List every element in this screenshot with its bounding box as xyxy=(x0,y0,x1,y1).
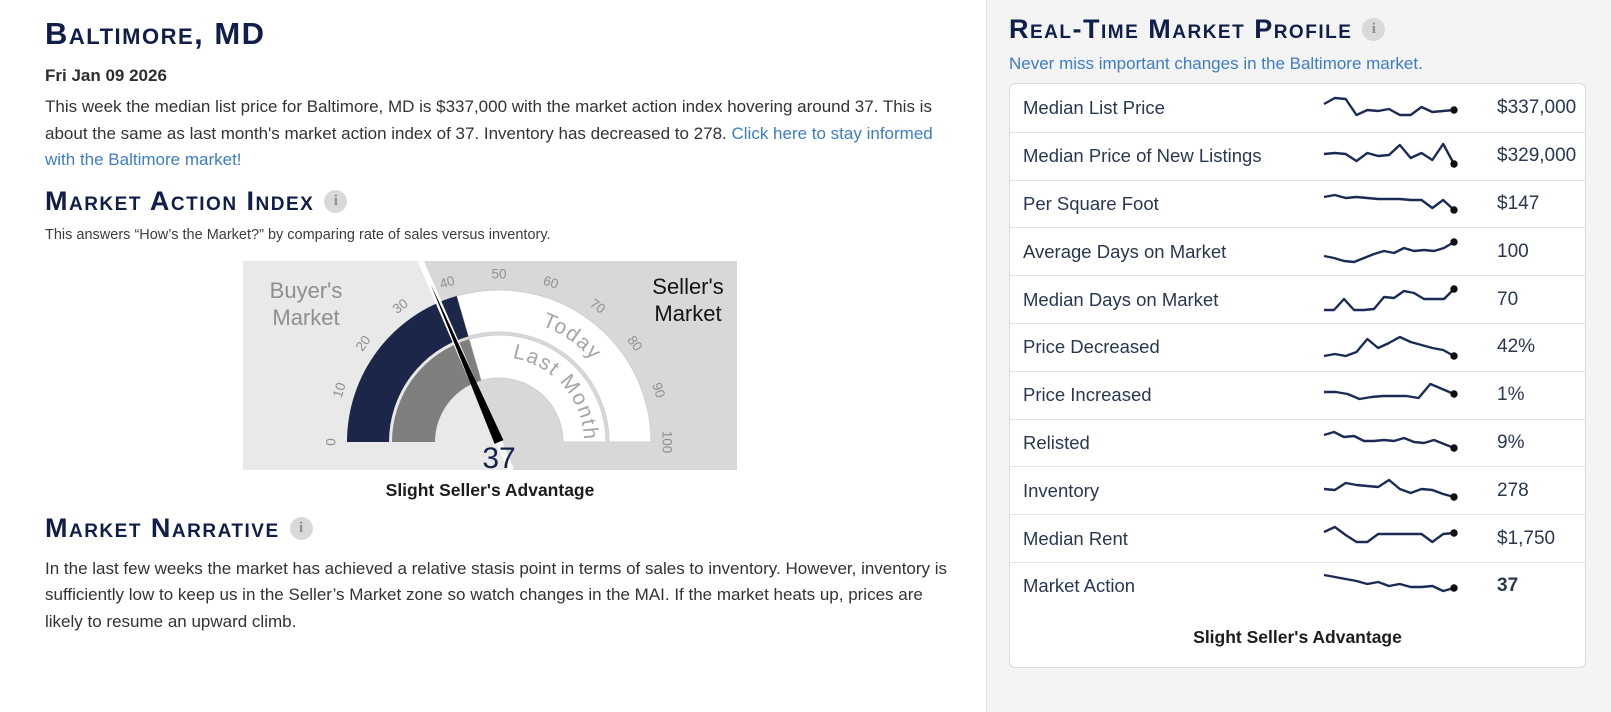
svg-text:60: 60 xyxy=(541,272,560,291)
market-profile-row: Price Increased 1% xyxy=(1010,370,1585,419)
metric-value: 37 xyxy=(1497,575,1519,597)
metric-sparkline xyxy=(1324,284,1458,311)
info-icon[interactable]: i xyxy=(1362,18,1386,41)
metric-sparkline xyxy=(1324,382,1458,401)
buyers-market-label: Buyer's Market xyxy=(269,277,343,330)
market-profile-card: Median List Price $337,000 Median Price of… xyxy=(1009,83,1586,668)
market-profile-row: Median Days on Market 70 xyxy=(1010,275,1585,323)
metric-label: Price Increased xyxy=(1023,384,1152,406)
market-summary-text: This week the median list price for Balt… xyxy=(45,97,932,143)
svg-text:90: 90 xyxy=(649,380,668,399)
metric-label: Inventory xyxy=(1023,479,1100,501)
metric-label: Median Days on Market xyxy=(1023,288,1219,310)
market-profile-row: Relisted 9% xyxy=(1010,418,1585,467)
metric-sparkline xyxy=(1323,336,1458,361)
market-profile-row: Median Rent $1,750 xyxy=(1010,514,1585,562)
metric-label: Per Square Foot xyxy=(1023,192,1159,214)
svg-text:100: 100 xyxy=(659,430,674,453)
metric-label: Median Price of New Listings xyxy=(1023,145,1262,167)
market-profile-sidebar: Real-Time Market Profile i Never miss imp… xyxy=(986,0,1611,712)
metric-value: $329,000 xyxy=(1497,145,1577,167)
metric-sparkline xyxy=(1323,193,1458,214)
narrative-heading-row: Market Narrative i xyxy=(45,513,963,544)
gauge-caption: Slight Seller's Advantage xyxy=(385,479,595,500)
svg-text:20: 20 xyxy=(353,332,374,353)
metric-label: Market Action xyxy=(1023,575,1136,597)
metric-sparkline xyxy=(1323,142,1458,168)
svg-text:50: 50 xyxy=(491,266,506,281)
mai-heading-row: Market Action Index i xyxy=(45,186,963,217)
market-summary: This week the median list price for Balt… xyxy=(45,94,950,174)
svg-text:0: 0 xyxy=(324,438,339,446)
market-profile-row: Median Price of New Listings $329,000 xyxy=(1010,131,1585,180)
metric-sparkline xyxy=(1323,525,1458,543)
info-icon[interactable]: i xyxy=(289,516,313,540)
metric-sparkline xyxy=(1323,478,1458,501)
metric-sparkline xyxy=(1323,96,1458,117)
svg-text:40: 40 xyxy=(438,272,457,291)
metric-label: Median Rent xyxy=(1023,527,1128,549)
info-icon[interactable]: i xyxy=(324,189,348,213)
market-profile-row: Market Action 37 xyxy=(1010,561,1585,610)
narrative-heading: Market Narrative xyxy=(45,512,280,543)
profile-heading-row: Real-Time Market Profile i xyxy=(1009,14,1611,45)
market-profile-row: Inventory 278 xyxy=(1010,466,1585,514)
gauge-needle xyxy=(430,283,504,444)
metric-sparkline xyxy=(1323,430,1458,452)
metric-value: 70 xyxy=(1497,288,1519,310)
svg-text:80: 80 xyxy=(624,332,645,353)
metric-value: 42% xyxy=(1497,336,1536,358)
market-action-gauge: 0 10 20 30 40 50 60 70 80 90 100 Last Month Today Bu… xyxy=(243,260,737,475)
profile-caption: Slight Seller's Advantage xyxy=(1193,626,1402,647)
gauge-value: 37 xyxy=(482,441,516,475)
metric-label: Median List Price xyxy=(1023,96,1165,118)
profile-heading: Real-Time Market Profile xyxy=(1009,14,1353,44)
metric-value: 100 xyxy=(1497,240,1529,262)
narrative-text: In the last few weeks the market has ach… xyxy=(45,558,948,631)
metric-label: Relisted xyxy=(1023,431,1090,453)
svg-text:30: 30 xyxy=(390,295,411,316)
market-profile-row: Per Square Foot $147 xyxy=(1010,179,1585,228)
metric-sparkline xyxy=(1323,574,1458,593)
sellers-market-label: Seller's Market xyxy=(652,273,724,326)
metric-value: 278 xyxy=(1497,479,1529,501)
mai-subtitle: This answers “How’s the Market?” by comp… xyxy=(45,226,551,243)
market-profile-row: Price Decreased 42% xyxy=(1010,322,1585,371)
metric-value: $1,750 xyxy=(1497,527,1556,549)
svg-text:70: 70 xyxy=(587,295,608,316)
page-title: Baltimore, MD xyxy=(45,16,266,51)
metric-label: Price Decreased xyxy=(1023,336,1160,358)
svg-text:10: 10 xyxy=(330,380,349,399)
metric-sparkline xyxy=(1323,238,1458,263)
metric-value: $337,000 xyxy=(1497,96,1577,118)
market-profile-row: Median List Price $337,000 xyxy=(1010,84,1585,132)
stay-informed-link[interactable]: Click here to stay informed with the Bal… xyxy=(45,123,933,170)
metric-value: $147 xyxy=(1497,192,1540,214)
metric-value: 1% xyxy=(1497,384,1525,406)
mai-heading: Market Action Index xyxy=(45,185,315,216)
main-content: Baltimore, MD Fri Jan 09 2026 This week … xyxy=(45,0,963,635)
report-date: Fri Jan 09 2026 xyxy=(45,66,167,85)
market-profile-rows: Median List Price $337,000 Median Price of… xyxy=(1010,84,1585,610)
metric-label: Average Days on Market xyxy=(1023,240,1227,262)
metric-value: 9% xyxy=(1497,431,1525,453)
market-profile-row: Average Days on Market 100 xyxy=(1010,227,1585,275)
never-miss-link[interactable]: Never miss important changes in the Balt… xyxy=(1009,54,1423,73)
